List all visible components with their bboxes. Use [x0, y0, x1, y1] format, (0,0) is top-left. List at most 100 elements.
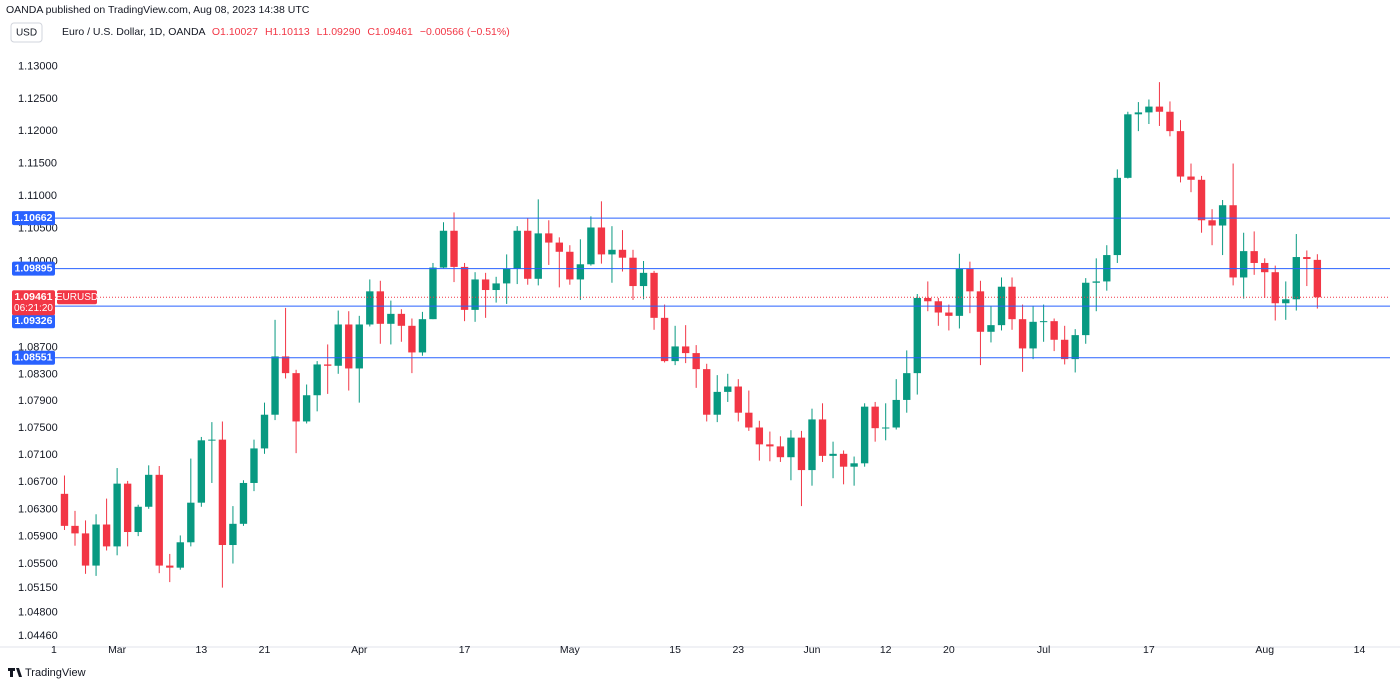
y-tick-label: 1.12500 [18, 93, 58, 105]
candle-body [545, 233, 553, 243]
candle-body [513, 230, 521, 269]
x-tick-label: 17 [459, 644, 471, 656]
legend-high: H1.10113 [265, 26, 310, 38]
legend-open: O1.10027 [212, 26, 258, 38]
candle-body [292, 373, 300, 422]
y-tick-label: 1.07900 [18, 395, 58, 407]
y-tick-label: 1.13000 [18, 61, 58, 73]
candle-body [839, 453, 848, 467]
candle-body [629, 257, 637, 287]
candle-body [576, 264, 585, 280]
x-tick-label: 17 [1143, 644, 1155, 656]
candle-body [1050, 321, 1058, 340]
x-tick-label: 23 [732, 644, 744, 656]
candle-body [1155, 106, 1164, 112]
y-tick-label: 1.07100 [18, 449, 58, 461]
symbol-box [57, 290, 97, 305]
y-tick-label: 1.04800 [18, 606, 58, 618]
candle-body [913, 297, 921, 374]
candle-body [945, 312, 953, 316]
candle-body [608, 249, 616, 255]
candle-body [829, 453, 837, 456]
candle-body [471, 279, 479, 310]
candle-body [260, 414, 269, 449]
x-tick-label: Apr [351, 644, 368, 656]
candle-body [397, 313, 406, 326]
x-tick-label: 15 [669, 644, 681, 656]
candle-body [692, 353, 700, 370]
last-price-label: 1.09461 [15, 291, 53, 303]
candle-body [1282, 299, 1290, 304]
candle-body [755, 427, 764, 445]
candle-body [1071, 335, 1079, 360]
candle-body [1303, 257, 1311, 260]
candle-body [1039, 321, 1048, 323]
footer-text: TradingView [25, 667, 86, 679]
candle-body [387, 313, 395, 324]
level-label: 1.08551 [15, 351, 53, 363]
candle-body [1113, 177, 1121, 256]
candle-body [481, 279, 490, 291]
candle-body [208, 439, 216, 441]
candle-body [1292, 257, 1300, 300]
footer-logo [8, 668, 22, 677]
legend-change: −0.00566 (−0.51%) [420, 26, 510, 38]
logo-icon [8, 668, 22, 677]
x-tick-label: 20 [943, 644, 955, 656]
candle-body [1239, 251, 1248, 278]
candle-body [787, 437, 795, 458]
candle-body [1134, 112, 1143, 115]
candle-body [376, 291, 385, 324]
y-tick-label: 1.05500 [18, 558, 58, 570]
y-tick-label: 1.08300 [18, 368, 58, 380]
level-label-box [12, 314, 55, 329]
candle-body [155, 474, 163, 566]
legend: Euro / U.S. Dollar, 1D, OANDA O1.10027 H… [62, 26, 510, 38]
candle-body [776, 446, 785, 458]
currency-button[interactable] [10, 22, 43, 43]
y-tick-label: 1.04460 [18, 630, 58, 642]
candle-body [639, 272, 648, 287]
level-label-box [12, 211, 55, 226]
candle-body [618, 249, 627, 258]
y-tick-label: 1.11500 [18, 157, 57, 169]
candle-body [524, 230, 532, 279]
candle-body [187, 502, 195, 543]
candle-body [566, 251, 574, 280]
candle-body [102, 524, 111, 547]
x-tick-label: 21 [259, 644, 271, 656]
candle-body [324, 364, 332, 366]
candle-body [766, 444, 774, 447]
candle-body [502, 268, 511, 284]
candle-body [1261, 262, 1269, 273]
x-tick-label: 1 [51, 644, 57, 656]
y-tick-label: 1.05150 [18, 582, 58, 594]
candle-body [976, 291, 985, 332]
x-tick-label: Aug [1255, 644, 1274, 656]
candle-body [1018, 319, 1027, 349]
candle-body [1176, 131, 1185, 177]
currency-label[interactable]: USD [16, 28, 37, 39]
candle-body [1092, 281, 1100, 283]
candle-body [597, 227, 606, 255]
candle-body [734, 386, 742, 413]
candle-body [1124, 114, 1132, 178]
candle-body [681, 346, 690, 354]
candle-body [882, 427, 890, 429]
candle-body [271, 356, 279, 415]
candle-body [1208, 220, 1216, 226]
candle-body [460, 266, 469, 310]
candle-body [724, 386, 732, 392]
candle-body [408, 325, 416, 353]
candle-body [818, 419, 827, 456]
candle-body [71, 525, 79, 534]
candle-body [1218, 205, 1227, 226]
y-tick-label: 1.06300 [18, 503, 58, 515]
candle-body [313, 364, 321, 396]
candle-body [492, 283, 500, 291]
candles [60, 82, 1322, 588]
x-tick-label: Jul [1037, 644, 1050, 656]
candle-body [587, 227, 595, 265]
candle-body [166, 565, 174, 568]
